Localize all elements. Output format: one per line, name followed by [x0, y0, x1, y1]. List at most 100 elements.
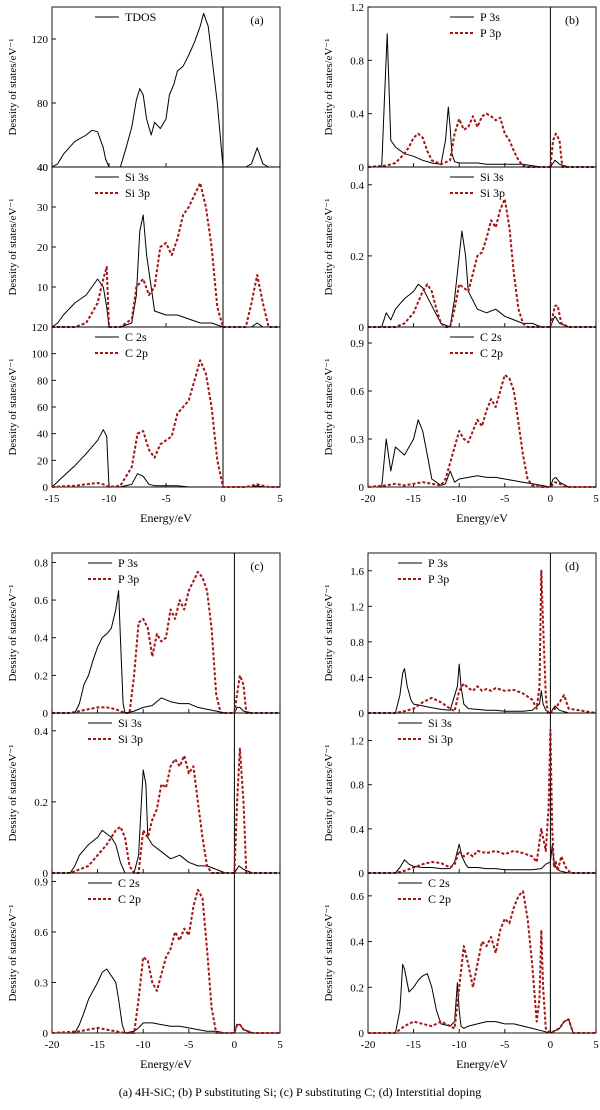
y-tick-label: 0.6	[34, 595, 48, 607]
x-tick-label: 0	[548, 1039, 554, 1051]
y-tick-label: 0	[359, 868, 365, 880]
panel-frame	[367, 552, 597, 714]
legend-label: Si 3p	[125, 186, 150, 200]
y-tick-label: 0	[359, 1028, 365, 1040]
x-axis-label: Energy/eV	[456, 1057, 508, 1071]
dos-panel: 40 80 120 Dessity of states/eV⁻¹ TDOS	[7, 6, 281, 174]
y-tick-label: 120	[32, 34, 49, 46]
legend-label: C 2p	[118, 892, 141, 906]
legend-label: P 3p	[428, 572, 449, 586]
y-tick-label: 10	[37, 282, 49, 294]
y-tick-label: 0.4	[350, 180, 364, 192]
dos-panel: 0 0.3 0.6 0.9 Dessity of states/eV⁻¹ C 2s C 2p	[7, 872, 281, 1040]
legend-label: Si 3s	[125, 170, 149, 184]
series-line	[52, 570, 280, 714]
dos-panel: 0 0.2 0.4 0.6 Dessity of states/eV⁻¹ C 2s C 2p	[323, 872, 597, 1040]
y-axis-label: Dessity of states/eV⁻¹	[7, 904, 19, 1001]
panel-frame	[51, 712, 281, 874]
x-tick-label: -10	[452, 493, 467, 505]
y-tick-label: 0.6	[350, 386, 364, 398]
y-tick-label: 0.2	[350, 982, 364, 994]
dos-chart-b: 0 0.4 0.8 1.2 Dessity of states/eV⁻¹ P 3s P 3p…	[323, 2, 599, 525]
y-tick-label: 0.3	[350, 434, 364, 446]
series-line	[368, 890, 596, 1034]
y-tick-label: 0.8	[34, 557, 48, 569]
legend-label: C 2p	[428, 892, 451, 906]
legend-label: TDOS	[125, 10, 156, 24]
series-line	[52, 747, 280, 874]
panel-label: (d)	[565, 559, 579, 573]
x-axis-label: Energy/eV	[140, 1057, 192, 1071]
y-tick-label: 0.4	[34, 726, 48, 738]
series-line	[368, 963, 596, 1034]
y-tick-label: 0.4	[350, 937, 364, 949]
series-line	[367, 112, 596, 168]
y-axis-label: Dessity of states/eV⁻¹	[7, 38, 19, 135]
dos-chart-a: 40 80 120 Dessity of states/eV⁻¹ TDOS 10 20 30 4…	[7, 6, 283, 525]
series-line	[368, 728, 596, 874]
x-tick-label: -10	[102, 493, 117, 505]
legend-label: P 3s	[428, 556, 448, 570]
legend-label: Si 3p	[480, 186, 505, 200]
x-tick-label: -15	[45, 493, 60, 505]
y-tick-label: 0	[43, 1028, 49, 1040]
x-tick-label: 5	[593, 1039, 599, 1051]
dos-panel: 0 0.2 0.4 Dessity of states/eV⁻¹ Si 3s Si 3p	[323, 166, 597, 334]
y-tick-label: 60	[37, 402, 49, 414]
y-axis-label: Dessity of states/eV⁻¹	[323, 584, 335, 681]
y-tick-label: 0.4	[350, 824, 364, 836]
y-tick-label: 80	[37, 98, 49, 110]
y-tick-label: 0.4	[350, 672, 364, 684]
y-tick-label: 0	[43, 482, 49, 494]
y-tick-label: 0.2	[34, 670, 48, 682]
legend-label: C 2s	[118, 876, 140, 890]
panel-label: (a)	[250, 13, 263, 27]
legend-label: C 2s	[428, 876, 450, 890]
x-tick-label: 0	[232, 1039, 238, 1051]
legend-label: C 2s	[480, 330, 502, 344]
x-tick-label: -20	[45, 1039, 60, 1051]
series-line	[368, 569, 597, 714]
series-line	[368, 419, 596, 488]
y-tick-label: 0	[359, 322, 365, 334]
y-tick-label: 0.8	[350, 55, 364, 67]
x-tick-label: 5	[277, 1039, 283, 1051]
x-tick-label: -10	[452, 1039, 467, 1051]
legend-label: P 3s	[480, 10, 500, 24]
y-axis-label: Dessity of states/eV⁻¹	[7, 198, 19, 295]
y-tick-label: 0.6	[350, 891, 364, 903]
y-tick-label: 0.4	[34, 633, 48, 645]
series-line	[51, 888, 280, 1034]
x-tick-label: -20	[361, 493, 376, 505]
x-tick-label: -5	[500, 493, 510, 505]
legend-label: C 2p	[480, 346, 503, 360]
series-line	[51, 429, 280, 488]
legend-label: P 3s	[118, 556, 138, 570]
y-tick-label: 0	[43, 868, 49, 880]
y-tick-label: 20	[37, 455, 49, 467]
series-line	[368, 33, 596, 168]
panel-frame	[51, 6, 281, 168]
series-line	[52, 182, 280, 328]
series-line	[368, 663, 596, 714]
y-axis-label: Dessity of states/eV⁻¹	[323, 358, 335, 455]
y-tick-label: 0.2	[34, 797, 48, 809]
dos-panel: 0 0.4 0.8 1.2 1.6 Dessity of states/eV⁻¹ P 3s P…	[323, 552, 597, 720]
y-tick-label: 0.4	[350, 109, 364, 121]
y-tick-label: 0.3	[34, 977, 48, 989]
y-tick-label: 40	[37, 429, 49, 441]
y-tick-label: 0	[359, 708, 365, 720]
legend-label: Si 3s	[118, 716, 142, 730]
y-tick-label: 0	[359, 162, 365, 174]
panel-frame	[51, 326, 281, 488]
legend-label: P 3p	[118, 572, 139, 586]
y-tick-label: 1.2	[350, 2, 364, 14]
dos-panel: 0 0.4 0.8 1.2 Dessity of states/eV⁻¹ Si 3s Si …	[323, 712, 597, 880]
y-tick-label: 0	[43, 708, 49, 720]
legend-label: Si 3p	[428, 732, 453, 746]
x-tick-label: 5	[593, 493, 599, 505]
x-axis-label: Energy/eV	[456, 511, 508, 525]
legend-label: Si 3s	[480, 170, 504, 184]
y-tick-label: 30	[37, 202, 49, 214]
y-axis-label: Dessity of states/eV⁻¹	[323, 744, 335, 841]
